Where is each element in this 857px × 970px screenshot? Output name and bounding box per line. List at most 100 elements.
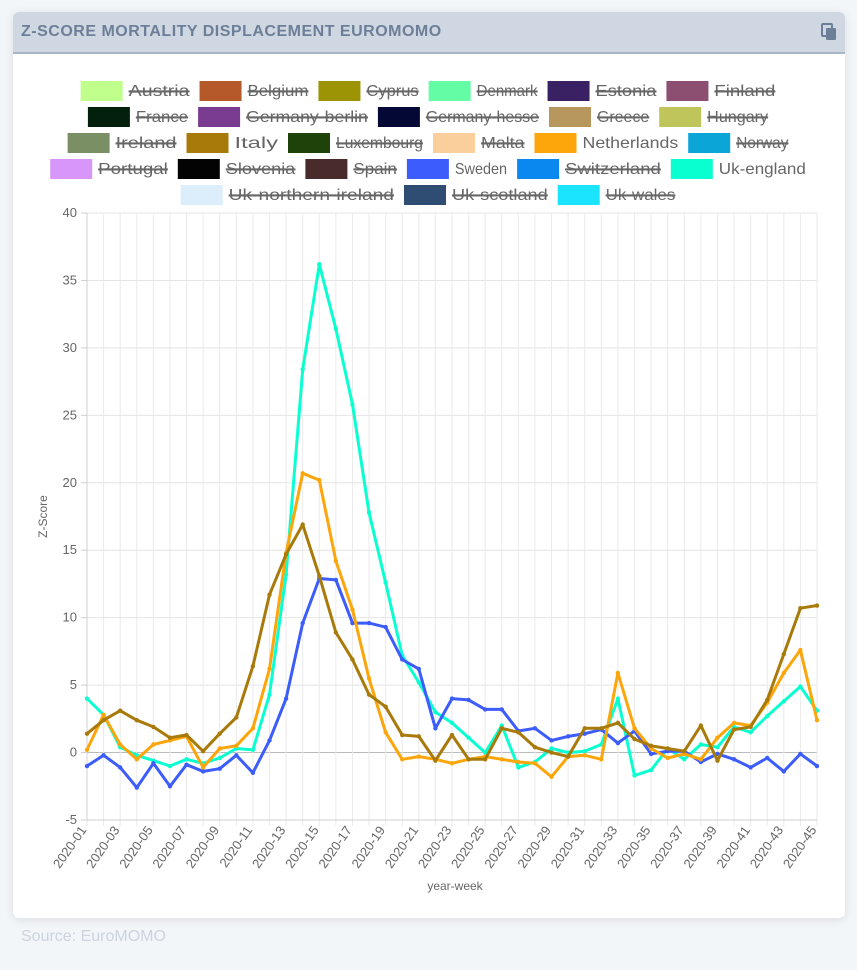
- data-point: [117, 742, 123, 747]
- data-point: [250, 770, 256, 775]
- legend-item-denmark[interactable]: Denmark: [428, 81, 539, 101]
- data-point: [632, 736, 637, 742]
- data-point: [765, 713, 770, 719]
- data-point: [648, 751, 654, 757]
- data-point: [615, 740, 621, 746]
- legend-item-ireland[interactable]: Ireland: [67, 133, 177, 153]
- y-tick-label: 40: [63, 205, 77, 220]
- data-point: [532, 761, 538, 766]
- legend-item-estonia[interactable]: Estonia: [547, 81, 657, 101]
- y-tick-label: 5: [70, 677, 77, 692]
- data-point: [698, 757, 704, 762]
- data-point: [383, 624, 388, 630]
- data-point: [383, 580, 388, 585]
- y-tick-label: 35: [63, 272, 77, 287]
- legend-item-greece[interactable]: Greece: [549, 107, 649, 127]
- data-point: [698, 742, 704, 747]
- legend-item-malta[interactable]: Malta: [433, 133, 525, 153]
- x-tick-label: 2020-45: [780, 823, 820, 871]
- y-tick-label: 0: [70, 745, 77, 760]
- data-point: [532, 726, 538, 731]
- data-point: [549, 738, 554, 743]
- data-point: [217, 755, 222, 761]
- data-point: [615, 720, 621, 726]
- data-point: [184, 762, 189, 767]
- data-point: [234, 753, 239, 758]
- y-tick-label: 20: [63, 475, 77, 490]
- data-point: [383, 730, 388, 735]
- data-point: [117, 765, 123, 770]
- data-point: [565, 734, 571, 739]
- data-point: [267, 692, 272, 697]
- legend-item-spain[interactable]: Spain: [305, 159, 397, 179]
- legend-item-uk-scotland[interactable]: Uk-scotland: [404, 185, 548, 205]
- series-italy: [84, 522, 820, 763]
- data-point: [184, 732, 189, 738]
- data-point: [682, 757, 687, 762]
- legend-item-cyprus[interactable]: Cyprus: [318, 81, 419, 101]
- data-point: [267, 592, 272, 597]
- copy-icon[interactable]: [821, 23, 837, 41]
- legend-item-uk-england[interactable]: Uk-england: [670, 159, 806, 179]
- legend-item-slovenia[interactable]: Slovenia: [177, 159, 296, 179]
- legend-swatch: [547, 81, 590, 101]
- data-point: [300, 522, 305, 527]
- data-point: [482, 757, 488, 762]
- legend-swatch: [670, 159, 713, 179]
- data-point: [632, 726, 637, 731]
- legend-swatch: [557, 185, 600, 205]
- data-point: [499, 707, 504, 712]
- legend-item-switzerland[interactable]: Switzerland: [517, 159, 661, 179]
- data-point: [333, 326, 339, 332]
- legend-label: Uk-england: [719, 161, 806, 178]
- data-point: [449, 732, 455, 738]
- data-point: [200, 769, 206, 774]
- data-point: [648, 767, 654, 773]
- data-point: [84, 747, 90, 753]
- data-point: [366, 510, 372, 515]
- legend-item-uk-northern-ireland[interactable]: Uk-northern-ireland: [180, 185, 394, 205]
- data-point: [798, 751, 803, 757]
- legend-item-portugal[interactable]: Portugal: [50, 159, 168, 179]
- data-point: [416, 666, 422, 672]
- data-point: [615, 696, 621, 701]
- data-point: [217, 766, 222, 771]
- legend-item-france[interactable]: France: [87, 107, 188, 127]
- legend-item-germany-berlin[interactable]: Germany-berlin: [198, 107, 368, 127]
- data-point: [798, 647, 803, 653]
- legend-item-netherlands[interactable]: Netherlands: [534, 133, 679, 153]
- legend-item-belgium[interactable]: Belgium: [199, 81, 309, 101]
- legend-item-sweden[interactable]: Sweden: [406, 159, 507, 179]
- legend-item-luxembourg[interactable]: Luxembourg: [288, 133, 423, 153]
- data-point: [549, 774, 554, 780]
- data-point: [134, 785, 139, 790]
- data-point: [765, 697, 770, 703]
- legend-swatch: [428, 81, 471, 101]
- data-point: [466, 735, 471, 740]
- legend-item-uk-wales[interactable]: Uk-wales: [557, 185, 676, 205]
- y-tick-label: -5: [65, 812, 77, 827]
- data-point: [167, 784, 173, 789]
- data-point: [350, 620, 355, 626]
- y-tick-label: 15: [63, 542, 77, 557]
- data-point: [283, 572, 289, 577]
- data-point: [383, 704, 388, 709]
- legend-item-hungary[interactable]: Hungary: [659, 107, 768, 127]
- data-point: [715, 744, 720, 750]
- data-point: [234, 743, 239, 749]
- data-point: [516, 730, 521, 735]
- legend-item-germany-hesse[interactable]: Germany-hesse: [377, 107, 539, 127]
- legend-item-norway[interactable]: Norway: [688, 133, 789, 153]
- data-point: [416, 754, 422, 759]
- data-point: [798, 606, 803, 611]
- legend-swatch: [659, 107, 702, 127]
- x-axis-title: year-week: [427, 879, 483, 893]
- data-point: [366, 692, 372, 697]
- legend-item-finland[interactable]: Finland: [666, 81, 775, 101]
- data-point: [350, 607, 355, 612]
- legend-item-austria[interactable]: Austria: [80, 81, 190, 101]
- data-point: [117, 708, 123, 713]
- data-point: [781, 769, 787, 774]
- legend-item-italy[interactable]: Italy: [186, 133, 279, 153]
- data-point: [167, 763, 173, 769]
